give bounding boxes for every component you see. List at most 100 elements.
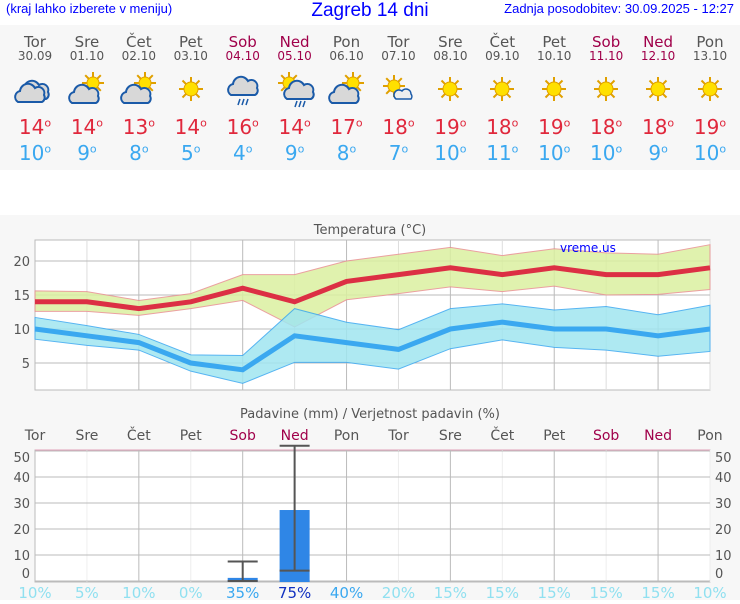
temp-chart-title: Temperatura (°C): [313, 223, 426, 238]
precip-probability: 40%: [330, 584, 363, 600]
day-column: Pon 13.10 19o 10o: [684, 25, 736, 165]
precip-day-label: Pet: [543, 428, 566, 444]
precip-probability: 15%: [641, 584, 674, 600]
day-column: Tor 07.10 18o 7o: [372, 25, 424, 165]
charts: Temperatura (°C) 5 10 15 20 vreme.us Padavine …: [0, 215, 740, 602]
precip-day-label: Pon: [334, 428, 359, 444]
precip-probability: 15%: [538, 584, 571, 600]
day-column: Sre 01.10 14o 9o: [61, 25, 113, 165]
precip-probability: 0%: [179, 584, 203, 600]
watermark: vreme.us: [560, 241, 616, 255]
max-temp: 18o: [382, 115, 415, 139]
y-tick-left: 10: [13, 549, 30, 564]
day-date: 08.10: [433, 49, 468, 63]
max-temp: 14o: [174, 115, 207, 139]
day-column: Pet 10.10 19o 10o: [528, 25, 580, 165]
min-temp: 10o: [693, 141, 727, 165]
partly-cloudy-icon: [61, 69, 113, 109]
sunny-icon: [580, 69, 632, 109]
day-name: Pet: [542, 33, 567, 51]
min-temp: 10o: [18, 141, 52, 165]
precip-day-label: Sob: [230, 428, 256, 444]
precip-day-label: Ned: [644, 428, 672, 444]
day-name: Sre: [438, 33, 463, 51]
day-name: Sob: [228, 33, 257, 51]
precip-chart-title: Padavine (mm) / Verjetnost padavin (%): [240, 407, 500, 422]
sunny-icon: [476, 69, 528, 109]
cloudy-icon: [9, 69, 61, 109]
day-date: 07.10: [381, 49, 416, 63]
y-tick-right: 30: [715, 497, 732, 512]
day-name: Tor: [24, 33, 46, 51]
max-temp: 19o: [434, 115, 467, 139]
precip-day-label: Pon: [697, 428, 722, 444]
y-tick-left: 50: [13, 451, 30, 466]
y-tick: 5: [22, 357, 30, 372]
precip-day-label: Pet: [180, 428, 203, 444]
day-date: 13.10: [692, 49, 728, 63]
max-temp: 18o: [590, 115, 623, 139]
day-date: 09.10: [485, 49, 520, 63]
y-tick-right: 40: [715, 471, 732, 486]
min-temp: 7o: [388, 141, 409, 165]
y-tick-left: 40: [13, 471, 30, 486]
day-date: 12.10: [640, 49, 676, 63]
max-temp: 19o: [693, 115, 727, 139]
max-temp: 18o: [641, 115, 675, 139]
partly-cloudy-icon: [113, 69, 165, 109]
precip-probability: 35%: [226, 584, 259, 600]
day-name: Pet: [178, 33, 203, 51]
day-date: 10.10: [537, 49, 572, 63]
max-temp: 14o: [70, 115, 104, 139]
y-tick-left: 0: [22, 567, 30, 582]
min-temp: 9o: [77, 141, 97, 165]
max-temp: 16o: [226, 115, 259, 139]
y-tick-right: 10: [715, 549, 732, 564]
day-name: Čet: [489, 33, 516, 51]
y-tick-right: 50: [715, 451, 732, 466]
max-temp-line: [35, 265, 711, 312]
sun-cloud-rain-icon: [269, 69, 321, 109]
min-temp: 9o: [284, 141, 305, 165]
charts-svg: Temperatura (°C) 5 10 15 20 vreme.us Padavine …: [13, 223, 732, 602]
mostly-sunny-icon: [372, 69, 424, 109]
precip-day-label: Tor: [387, 428, 409, 444]
precip-probability: 20%: [382, 584, 415, 600]
day-name: Pon: [332, 33, 361, 51]
day-name: Ned: [643, 33, 674, 51]
y-tick: 15: [13, 289, 30, 304]
min-temp: 11o: [486, 141, 519, 165]
day-column: Čet 02.10 13o 8o: [113, 25, 165, 165]
day-date: 06.10: [329, 49, 364, 63]
partly-cloudy-icon: [321, 69, 373, 109]
cloud-rain-icon: [217, 69, 269, 109]
precip-probability: 5%: [75, 584, 99, 600]
precip-probability: 10%: [693, 584, 726, 600]
min-temp: 5o: [181, 141, 201, 165]
precip-day-label: Sre: [75, 428, 98, 444]
precip-probability: 75%: [278, 584, 311, 600]
day-date: 11.10: [588, 49, 624, 63]
precip-day-label: Tor: [24, 428, 46, 444]
day-column: Sre 08.10 19o 10o: [424, 25, 476, 165]
min-temp: 9o: [648, 141, 668, 165]
precip-error-bar: [279, 444, 310, 572]
min-temp: 8o: [129, 141, 149, 165]
max-temp: 14o: [278, 115, 311, 139]
precip-probability: 15%: [434, 584, 467, 600]
min-temp: 10o: [590, 141, 623, 165]
day-column: Ned 12.10 18o 9o: [632, 25, 684, 165]
header: (kraj lahko izberete v meniju) Zagreb 14…: [0, 0, 740, 24]
y-tick-left: 20: [13, 523, 30, 538]
day-column: Sob 11.10 18o 10o: [580, 25, 632, 165]
precip-day-label: Čet: [127, 426, 151, 444]
day-date: 05.10: [277, 49, 312, 63]
day-column: Tor 30.09 14o 10o: [9, 25, 61, 165]
max-temp: 13o: [122, 115, 155, 139]
day-date: 04.10: [225, 49, 260, 63]
min-temp-line: [34, 319, 711, 373]
day-date: 03.10: [173, 49, 208, 63]
sunny-icon: [528, 69, 580, 109]
max-temp: 17o: [330, 115, 363, 139]
location-hint[interactable]: (kraj lahko izberete v meniju): [6, 1, 173, 16]
